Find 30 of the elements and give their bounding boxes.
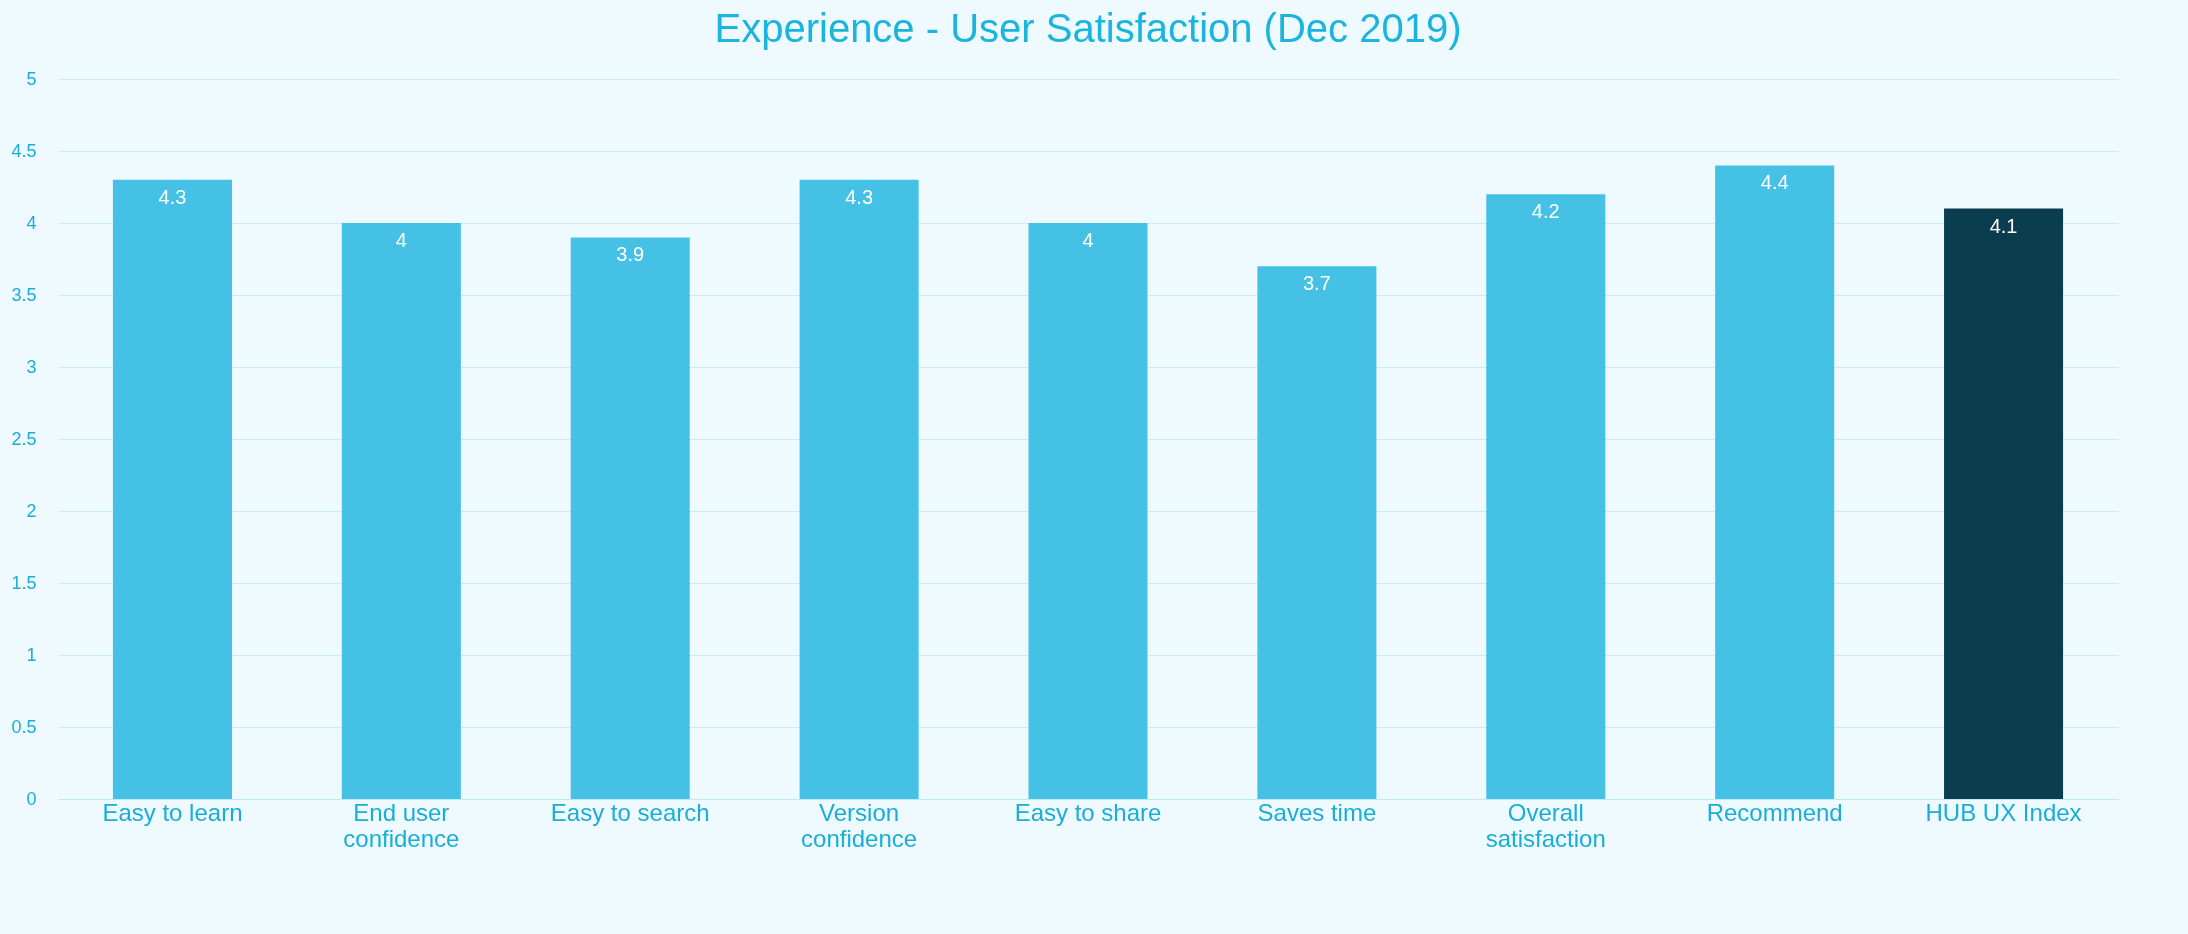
y-tick-label: 3.5 — [11, 284, 37, 305]
y-tick-label: 1 — [26, 644, 37, 665]
x-tick-label: End user confidence — [343, 798, 460, 852]
x-tick-label: Easy to search — [550, 798, 710, 826]
y-tick-label: 2.5 — [11, 428, 37, 449]
y-tick-label: 3 — [26, 356, 37, 377]
x-tick-label: Saves time — [1257, 798, 1377, 826]
y-tick-label: 0.5 — [11, 716, 37, 737]
y-tick-label: 4.5 — [11, 140, 37, 161]
x-tick-label: Overall satisfaction — [1485, 798, 1606, 852]
x-tick-label: Easy to learn — [102, 798, 243, 826]
data-label: 3.7 — [1302, 272, 1331, 295]
y-tick-label: 5 — [26, 68, 37, 89]
y-tick-label: 4 — [26, 212, 37, 233]
chart-title: Experience - User Satisfaction (Dec 2019) — [714, 6, 1462, 50]
x-tick-label: HUB UX Index — [1925, 798, 2082, 826]
x-tick-label: Recommend — [1706, 798, 1843, 826]
x-tick-label: Easy to share — [1014, 798, 1162, 826]
data-label: 4 — [395, 229, 407, 251]
x-tick-label: Version confidence — [801, 798, 918, 852]
data-label: 3.9 — [616, 243, 645, 266]
data-label: 4.2 — [1531, 200, 1560, 223]
y-tick-label: 0 — [26, 788, 37, 809]
y-tick-label: 1.5 — [11, 572, 37, 593]
data-label: 4 — [1082, 229, 1094, 251]
data-label: 4.1 — [1989, 214, 2018, 237]
data-label: 4.3 — [845, 185, 874, 208]
y-tick-label: 2 — [26, 500, 37, 521]
data-label: 4.3 — [158, 185, 187, 208]
data-label: 4.4 — [1760, 171, 1789, 194]
